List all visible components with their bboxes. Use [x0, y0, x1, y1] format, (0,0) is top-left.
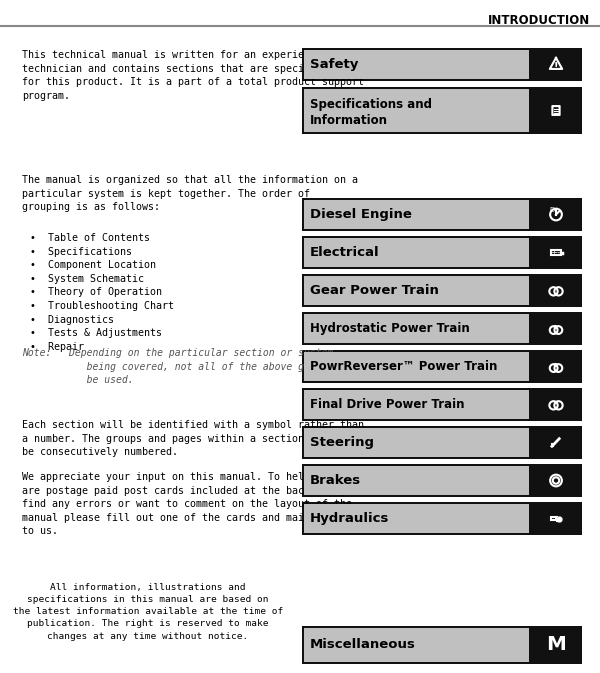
Bar — [304, 89, 529, 132]
Bar — [304, 628, 529, 662]
Text: PowrReverser™ Power Train: PowrReverser™ Power Train — [310, 360, 497, 373]
Bar — [302, 388, 582, 421]
Text: Gear Power Train: Gear Power Train — [310, 284, 439, 297]
Text: Safety: Safety — [310, 58, 358, 71]
Bar — [304, 352, 529, 381]
Bar — [304, 428, 529, 457]
Bar — [302, 236, 582, 269]
Text: M: M — [546, 635, 566, 655]
Bar — [304, 390, 529, 419]
Text: Each section will be identified with a symbol rather than
a number. The groups a: Each section will be identified with a s… — [22, 420, 364, 457]
Bar — [302, 274, 582, 307]
Bar — [302, 350, 582, 383]
Text: This technical manual is written for an experienced
technician and contains sect: This technical manual is written for an … — [22, 50, 364, 101]
Bar — [551, 517, 556, 520]
Text: Miscellaneous: Miscellaneous — [310, 639, 416, 651]
Text: !: ! — [554, 61, 558, 71]
Text: The manual is organized so that all the information on a
particular system is ke: The manual is organized so that all the … — [22, 175, 358, 212]
Text: Final Drive Power Train: Final Drive Power Train — [310, 398, 464, 411]
Bar — [304, 50, 529, 79]
Text: Steering: Steering — [310, 436, 374, 449]
Bar — [302, 626, 582, 664]
Bar — [551, 250, 561, 255]
Text: Electrical: Electrical — [310, 246, 380, 259]
Text: We appreciate your input on this manual. To help, there
are postage paid post ca: We appreciate your input on this manual.… — [22, 472, 358, 536]
Text: •  Table of Contents
•  Specifications
•  Component Location
•  System Schematic: • Table of Contents • Specifications • C… — [30, 233, 174, 352]
Bar — [304, 238, 529, 267]
Text: All information, illustrations and
specifications in this manual are based on
th: All information, illustrations and speci… — [13, 583, 283, 641]
Bar — [304, 504, 529, 533]
Bar — [302, 198, 582, 231]
Text: Diesel Engine: Diesel Engine — [310, 208, 412, 221]
Text: +: + — [550, 248, 557, 257]
Bar — [302, 87, 582, 134]
Bar — [302, 426, 582, 459]
Text: D: D — [549, 207, 554, 213]
Bar — [302, 48, 582, 81]
Bar — [302, 502, 582, 535]
Text: INTRODUCTION: INTRODUCTION — [488, 14, 590, 27]
Text: -: - — [557, 248, 560, 257]
Bar — [302, 312, 582, 345]
Text: Specifications and
Information: Specifications and Information — [310, 98, 432, 127]
Bar — [304, 466, 529, 495]
Bar — [304, 200, 529, 229]
Text: Brakes: Brakes — [310, 474, 361, 487]
Bar — [302, 464, 582, 497]
Bar — [304, 314, 529, 343]
Text: Note:   Depending on the particular section or system
           being covered, : Note: Depending on the particular sectio… — [22, 348, 357, 385]
Text: Hydraulics: Hydraulics — [310, 512, 389, 525]
Text: Hydrostatic Power Train: Hydrostatic Power Train — [310, 322, 470, 335]
Bar — [304, 276, 529, 305]
